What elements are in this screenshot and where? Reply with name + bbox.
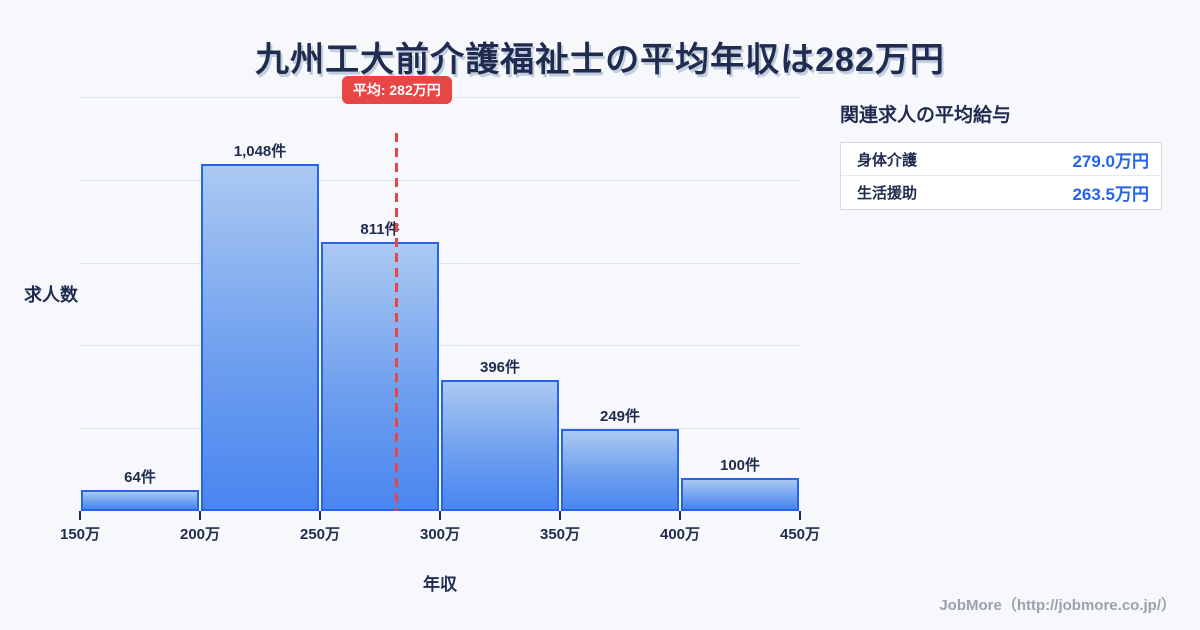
x-axis-tick-label: 400万	[659, 526, 701, 543]
related-job-value: 279.0万円	[1072, 151, 1149, 171]
bar-value-label: 811件	[360, 221, 400, 238]
page-title: 九州工大前介護福祉士の平均年収は282万円	[255, 41, 945, 79]
related-jobs-table: 身体介護 279.0万円生活援助 263.5万円	[840, 142, 1162, 210]
x-axis-tick-label: 450万	[779, 526, 821, 543]
x-axis-tick	[319, 511, 321, 520]
x-axis-tick-label: 200万	[179, 526, 221, 543]
related-jobs-title: 関連求人の平均給与	[840, 105, 1012, 126]
related-job-value: 263.5万円	[1072, 185, 1149, 204]
x-axis-tick-label: 300万	[419, 526, 461, 543]
gridline	[80, 345, 800, 347]
average-badge: 平均: 282万円	[341, 76, 452, 104]
gridline	[80, 179, 800, 181]
related-job-label: 生活援助	[857, 185, 918, 202]
credit-text: JobMore（http://jobmore.co.jp/）	[939, 597, 1176, 614]
bar-value-label: 64件	[124, 469, 156, 486]
bar-value-label: 100件	[719, 457, 761, 474]
x-axis-tick-label: 150万	[59, 526, 101, 543]
x-axis-tick	[79, 511, 81, 520]
x-axis-tick	[439, 511, 441, 520]
related-job-label: 身体介護	[857, 151, 918, 169]
x-axis-tick	[199, 511, 201, 520]
histogram-bar: 249件	[561, 408, 679, 511]
average-line	[395, 133, 399, 511]
x-axis-tick-label: 350万	[539, 526, 581, 543]
histogram-bar: 64件	[81, 469, 199, 511]
histogram-bar: 100件	[681, 457, 799, 511]
bar-value-label: 1,048件	[233, 143, 287, 160]
histogram-bar: 1,048件	[201, 143, 319, 511]
bar-value-label: 249件	[599, 408, 641, 425]
histogram-bar: 396件	[441, 359, 559, 511]
x-axis-tick	[679, 511, 681, 520]
plot-area: 64件 1,048件 811件 396件 249件 100件 150万 200万 250万 300…	[60, 76, 820, 543]
related-job-row: 身体介護 279.0万円	[841, 143, 1161, 176]
x-axis-title: 年収	[423, 575, 457, 594]
y-axis-title: 求人数	[24, 285, 78, 305]
gridline	[80, 428, 800, 430]
gridline	[80, 262, 800, 264]
bar-value-label: 396件	[479, 359, 521, 376]
histogram-bar: 811件	[321, 221, 439, 511]
x-axis-tick	[799, 511, 801, 520]
related-job-row: 生活援助 263.5万円	[841, 176, 1161, 209]
x-axis-tick-label: 250万	[299, 526, 341, 543]
x-axis-tick	[559, 511, 561, 520]
